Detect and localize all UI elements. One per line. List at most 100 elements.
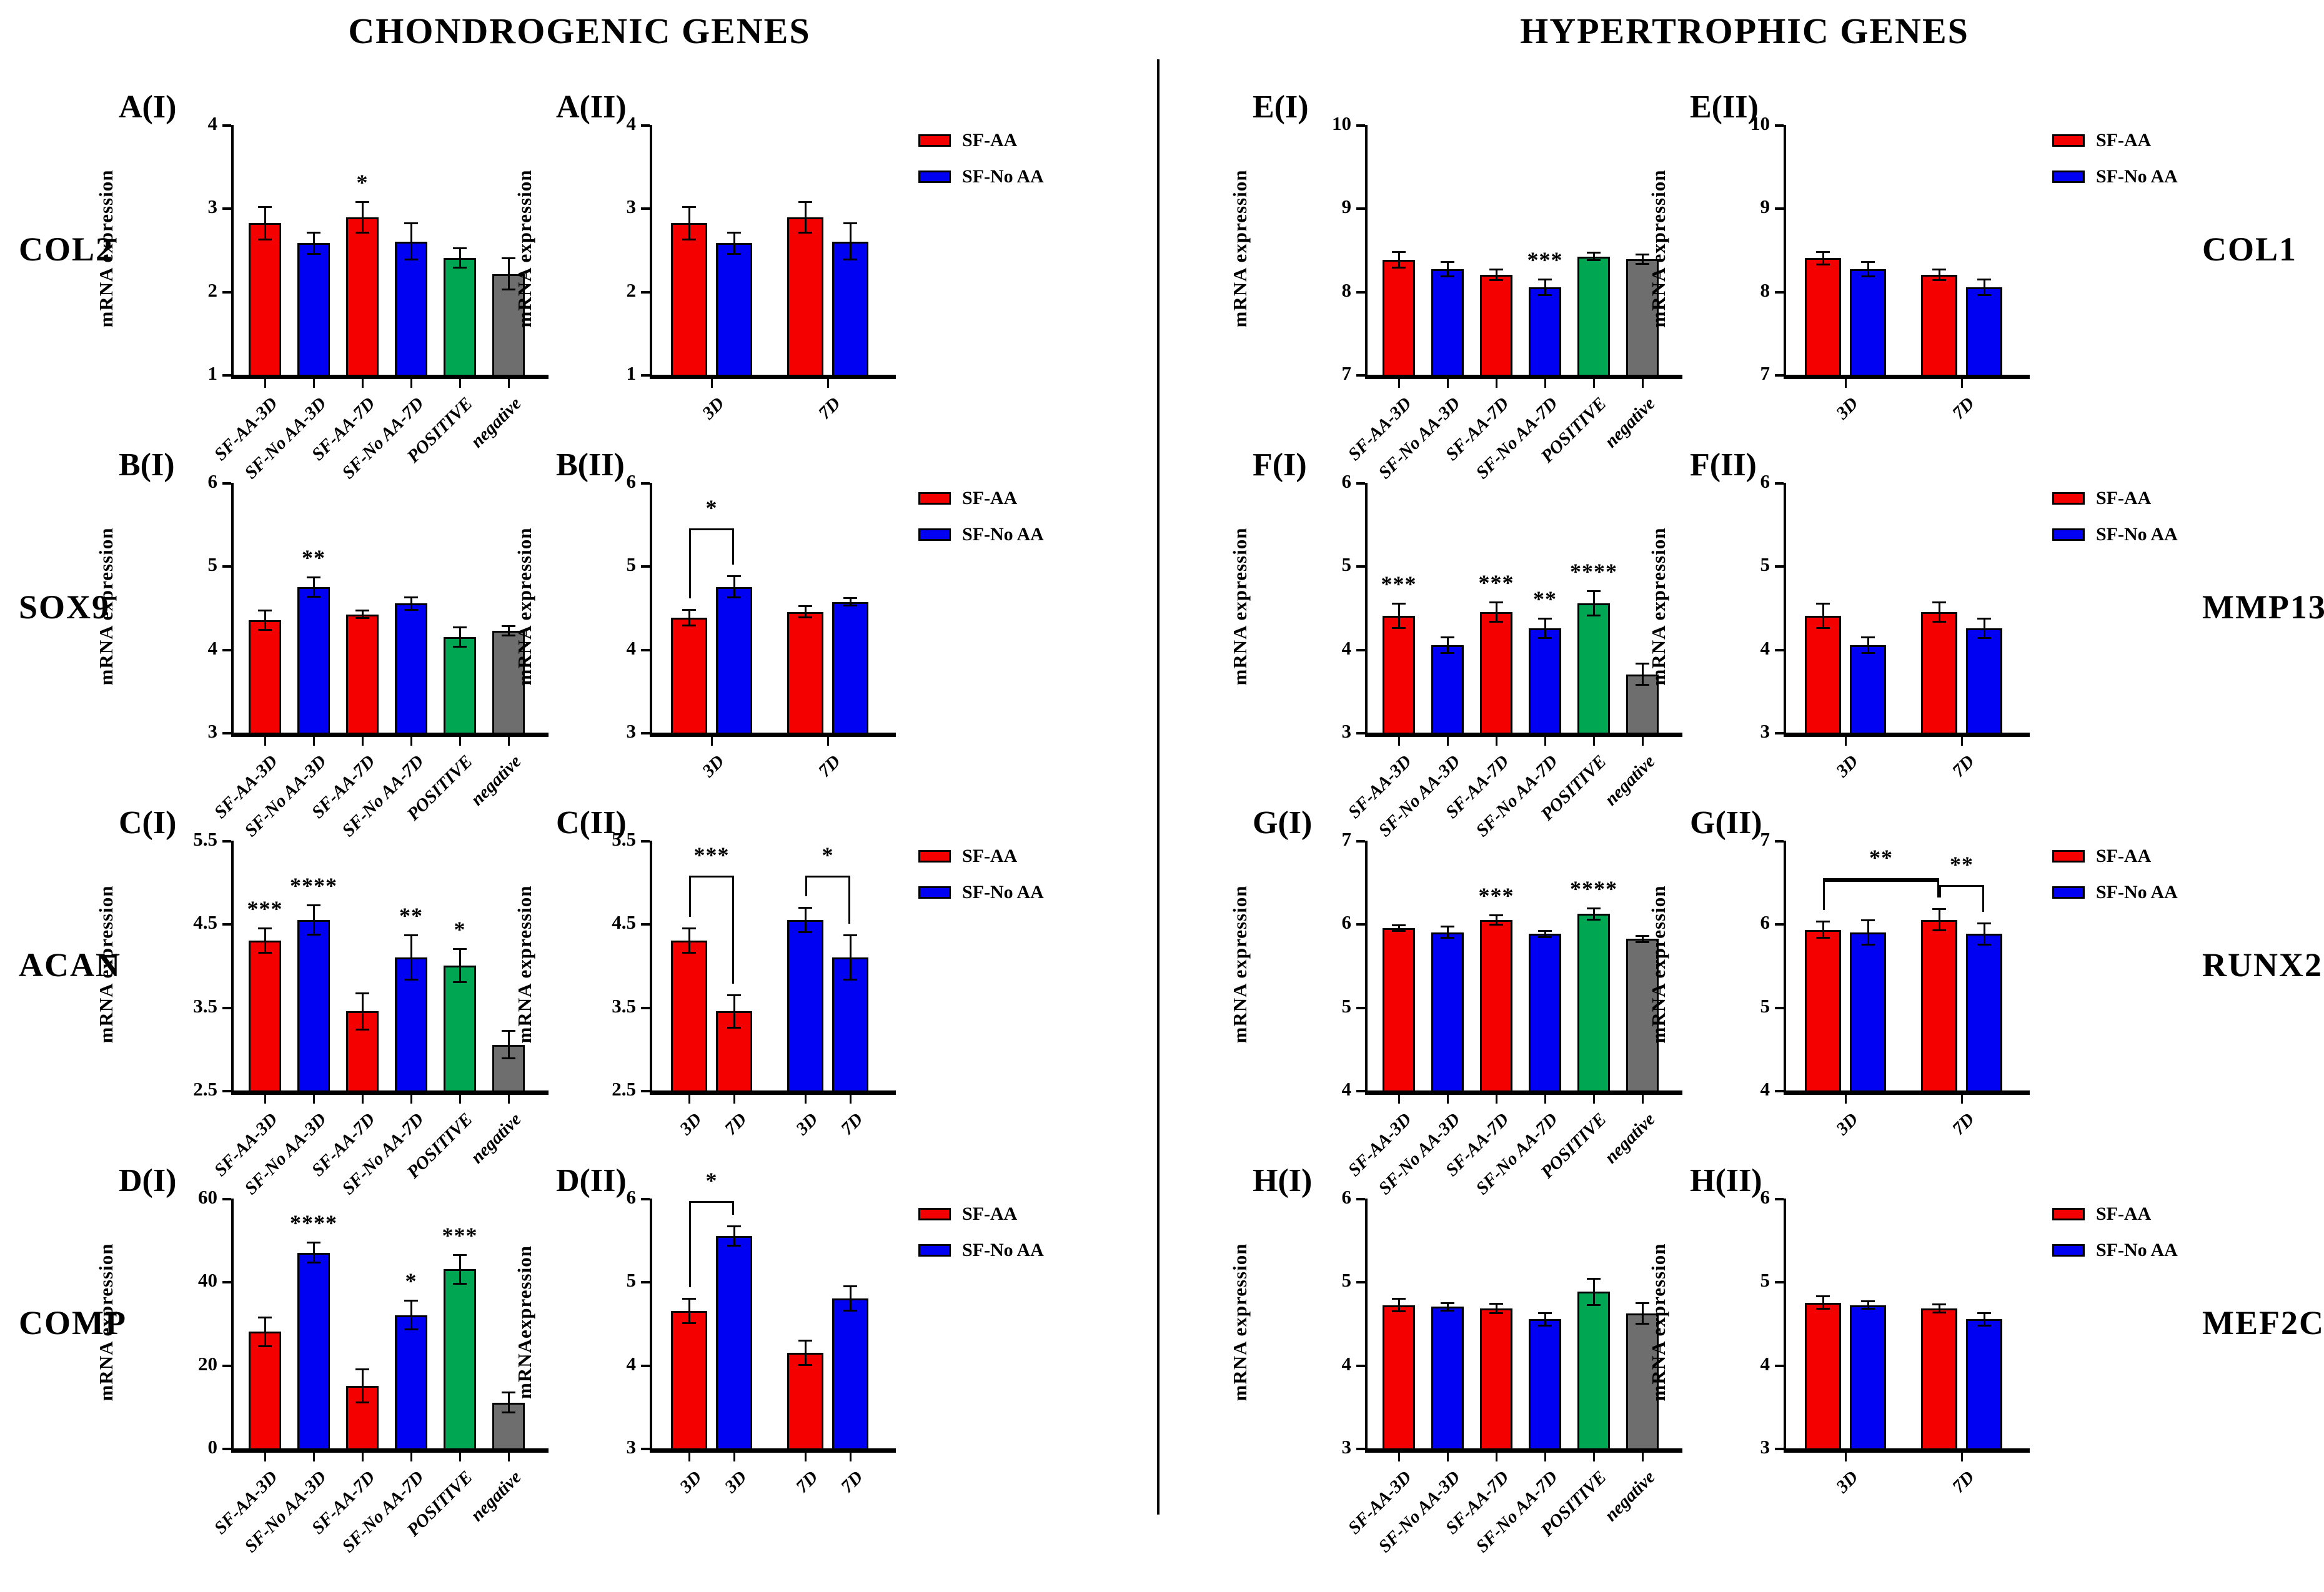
significance-bracket-arm <box>732 1201 734 1215</box>
x-tick <box>804 1095 807 1104</box>
y-tick-label: 60 <box>198 1186 217 1208</box>
error-bar <box>849 1286 852 1311</box>
legend-item-SF-No-AA: SF-No AA <box>2052 166 2178 187</box>
x-tick <box>1641 1095 1644 1104</box>
y-axis-label: mRNA expression <box>514 527 535 686</box>
error-bar-cap-bottom <box>1489 923 1503 926</box>
error-bar-cap-bottom <box>502 1412 515 1414</box>
x-tick <box>1544 1453 1546 1461</box>
panel-title-C(II): C(II) <box>556 805 627 841</box>
legend-swatch-red <box>918 1208 951 1220</box>
error-bar <box>1822 1296 1824 1310</box>
error-bar <box>312 904 315 935</box>
y-tick-label: 5.5 <box>193 828 217 850</box>
error-bar-cap-top <box>1816 250 1830 253</box>
x-tick <box>1398 379 1400 388</box>
x-tick <box>688 1095 690 1104</box>
y-axis-line <box>650 841 652 1093</box>
legend-label: SF-No AA <box>2096 524 2178 545</box>
significance-marker: * <box>705 495 718 521</box>
y-tick <box>641 565 650 568</box>
x-tick <box>733 1095 735 1104</box>
legend-swatch-blue <box>2052 886 2085 899</box>
y-tick <box>1356 1090 1365 1092</box>
significance-bracket-arm <box>689 528 691 598</box>
error-bar-cap-top <box>1392 603 1406 605</box>
error-bar <box>1867 1301 1869 1310</box>
error-bar <box>1592 1278 1595 1305</box>
significance-marker: **** <box>290 1210 337 1235</box>
error-bar-cap-top <box>307 232 320 234</box>
error-bar <box>1822 921 1824 938</box>
panel-title-F(I): F(I) <box>1253 447 1307 483</box>
x-tick-label: 3D <box>1832 1467 1862 1497</box>
x-tick <box>1960 379 1963 388</box>
bar-SF-AA-3D <box>1383 928 1415 1092</box>
y-tick <box>222 124 231 127</box>
x-tick <box>361 379 364 388</box>
bar-SF-No-AA-3D <box>716 243 752 377</box>
legend-label: SF-AA <box>962 130 1018 151</box>
legend-label: SF-AA <box>2096 488 2152 508</box>
bar-negative <box>1626 1313 1659 1450</box>
y-axis-line <box>1784 125 1786 377</box>
error-bar-cap-top <box>404 222 418 225</box>
error-bar-cap-bottom <box>307 933 320 936</box>
error-bar <box>1983 618 1985 639</box>
y-tick <box>1775 1090 1784 1092</box>
legend-item-SF-AA: SF-AA <box>918 488 1017 509</box>
bar-SF-No-AA-7D <box>1966 287 2002 377</box>
y-tick <box>1356 840 1365 843</box>
x-axis-baseline <box>231 375 549 379</box>
significance-bracket-arm <box>1937 878 1939 898</box>
y-tick <box>1775 374 1784 377</box>
x-tick <box>733 1453 735 1461</box>
error-bar <box>361 1369 364 1403</box>
error-bar-cap-bottom <box>727 252 741 255</box>
error-bar <box>1641 1302 1644 1325</box>
significance-marker: ** <box>399 902 423 928</box>
error-bar-cap-top <box>258 610 272 611</box>
x-tick <box>507 379 510 388</box>
y-tick <box>222 648 231 651</box>
bar-POSITIVE <box>444 966 476 1092</box>
error-bar-cap-top <box>843 222 857 225</box>
row-COL1: COL1 E(I) mRNA expression 7 8 9 10 *** SF-AA-3D S… <box>1165 87 2324 483</box>
bar-SF-AA-3D <box>1383 1305 1415 1450</box>
y-tick <box>641 923 650 926</box>
error-bar-cap-top <box>1441 636 1454 638</box>
error-bar <box>1938 1304 1940 1313</box>
y-tick <box>641 207 650 210</box>
x-tick <box>1398 737 1400 746</box>
bar-negative <box>492 274 525 377</box>
row-MEF2C: MEF2C H(I) mRNA expression 3 4 5 6 SF-AA-3D SF-N… <box>1165 1161 2324 1556</box>
significance-marker: * <box>356 169 369 195</box>
y-tick-label: 4 <box>1341 1078 1352 1100</box>
y-tick-label: 4 <box>207 112 218 134</box>
error-bar <box>804 606 807 618</box>
legend-item-SF-No-AA: SF-No AA <box>918 1240 1044 1261</box>
y-tick <box>1775 207 1784 210</box>
significance-marker: **** <box>1570 559 1617 585</box>
y-tick-label: 5 <box>626 1269 637 1292</box>
y-axis-line <box>1784 1199 1786 1451</box>
error-bar <box>733 232 735 254</box>
error-bar-cap-top <box>682 205 696 208</box>
significance-bracket <box>689 528 734 531</box>
panel-B(I): B(I) mRNA expression 3 4 5 6 ** SF-AA-3D SF-No A… <box>95 445 562 841</box>
y-tick-label: 5 <box>1341 1269 1352 1292</box>
error-bar-cap-top <box>1538 278 1552 280</box>
x-tick <box>264 737 266 746</box>
row-COMP: COMP D(I) mRNA expression 0 20 40 60 **** * *** SF… <box>0 1161 1159 1556</box>
x-tick <box>1844 379 1847 388</box>
error-bar-cap-top <box>798 200 812 203</box>
error-bar-cap-bottom <box>453 1282 467 1285</box>
legend-label: SF-AA <box>962 488 1018 508</box>
bar-SF-No-AA-7D <box>1966 934 2002 1092</box>
y-axis-label: mRNA expression <box>1647 527 1669 686</box>
panel-title-G(II): G(II) <box>1690 805 1762 841</box>
x-tick <box>312 1453 315 1461</box>
gene-label-COMP: COMP <box>19 1304 127 1342</box>
error-bar <box>849 223 852 260</box>
bar-SF-AA-3D <box>249 941 281 1092</box>
